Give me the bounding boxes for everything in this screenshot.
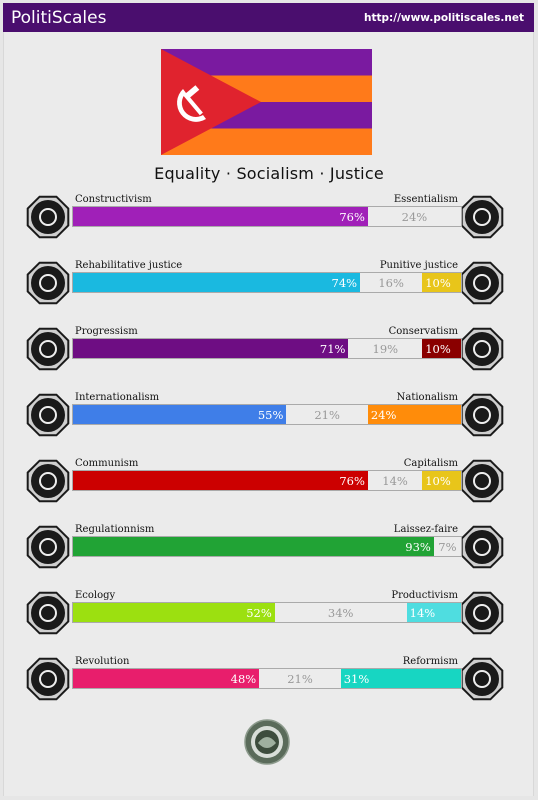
ecology-icon [26,591,70,635]
axis-row: Progressism Conservatism 71% 19% 10% [0,326,538,376]
axis-right-label: Conservatism [388,326,458,337]
axis-left-label: Progressism [75,326,138,337]
axis-row: Ecology Productivism 52% 34% 14% [0,590,538,640]
axis-bar: 74% 16% 10% [72,272,462,293]
brand-title: PolitiScales [11,7,107,28]
axis-left-segment: 71% [73,339,349,358]
axis-right-label: Essentialism [393,194,458,205]
axis-neutral-segment: 34% [274,603,407,622]
axis-row: Revolution Reformism 48% 21% 31% [0,656,538,706]
axis-right-label: Laissez-faire [393,524,458,535]
conservatism-icon [460,327,504,371]
regulation-icon [26,525,70,569]
axis-left-segment: 76% [73,207,368,226]
axis-left-label: Regulationnism [75,524,155,535]
axis-row: Regulationnism Laissez-faire 93% 7% [0,524,538,574]
axis-left-label: Internationalism [75,392,160,403]
axis-right-label: Reformism [402,656,458,667]
prison-bars-icon [460,261,504,305]
axis-left-segment: 74% [73,273,361,292]
axis-right-segment: 10% [422,339,461,358]
seal-icon [244,719,290,765]
axis-left-segment: 76% [73,471,368,490]
hammer-sickle-icon [177,85,206,122]
axis-bar: 76% 24% [72,206,462,227]
axis-neutral-segment: 24% [367,207,461,226]
constructivism-icon [26,195,70,239]
axis-right-segment: 10% [422,471,461,490]
site-url-link[interactable]: http://www.politiscales.net [364,11,524,24]
handshake-icon [26,261,70,305]
axis-neutral-segment: 16% [360,273,423,292]
axis-left-segment: 55% [73,405,287,424]
axis-left-label: Revolution [75,656,130,667]
axis-right-segment: 31% [340,669,461,688]
axis-left-segment: 52% [73,603,275,622]
axis-neutral-segment: 7% [433,537,461,556]
axis-row: Communism Capitalism 76% 14% 10% [0,458,538,508]
ideology-flag [161,49,372,155]
axis-neutral-segment: 14% [367,471,423,490]
hammer-sickle-icon [26,459,70,503]
ideology-motto: Equality · Socialism · Justice [154,164,384,183]
axis-bar: 48% 21% 31% [72,668,462,689]
axis-right-segment: 10% [422,273,461,292]
axis-neutral-segment: 21% [259,669,341,688]
axis-bar: 93% 7% [72,536,462,557]
globe-icon [26,393,70,437]
butterfly-icon [460,525,504,569]
axis-row: Internationalism Nationalism 55% 21% 24% [0,392,538,442]
axis-left-label: Rehabilitative justice [75,260,183,271]
flag-icon [460,393,504,437]
axis-right-segment: 14% [406,603,461,622]
factory-icon [460,591,504,635]
money-bag-icon [460,459,504,503]
axis-right-label: Capitalism [403,458,458,469]
header-bar: PolitiScales http://www.politiscales.net [3,3,534,32]
axis-left-segment: 48% [73,669,260,688]
axis-right-label: Nationalism [396,392,458,403]
axis-left-segment: 93% [73,537,434,556]
axis-neutral-segment: 19% [348,339,423,358]
axis-row: Rehabilitative justice Punitive justice 74… [0,260,538,310]
progressism-icon [26,327,70,371]
axis-bar: 55% 21% 24% [72,404,462,425]
axis-row: Constructivism Essentialism 76% 24% [0,194,538,244]
axis-neutral-segment: 21% [286,405,368,424]
axis-bar: 71% 19% 10% [72,338,462,359]
axis-bar: 52% 34% 14% [72,602,462,623]
reformism-icon [460,657,504,701]
axis-left-label: Ecology [75,590,116,601]
axis-left-label: Constructivism [75,194,152,205]
axis-left-label: Communism [75,458,139,469]
revolution-icon [26,657,70,701]
axis-right-label: Punitive justice [379,260,458,271]
axis-right-segment: 24% [367,405,461,424]
axis-right-label: Productivism [391,590,458,601]
axis-bar: 76% 14% 10% [72,470,462,491]
essentialism-icon [460,195,504,239]
